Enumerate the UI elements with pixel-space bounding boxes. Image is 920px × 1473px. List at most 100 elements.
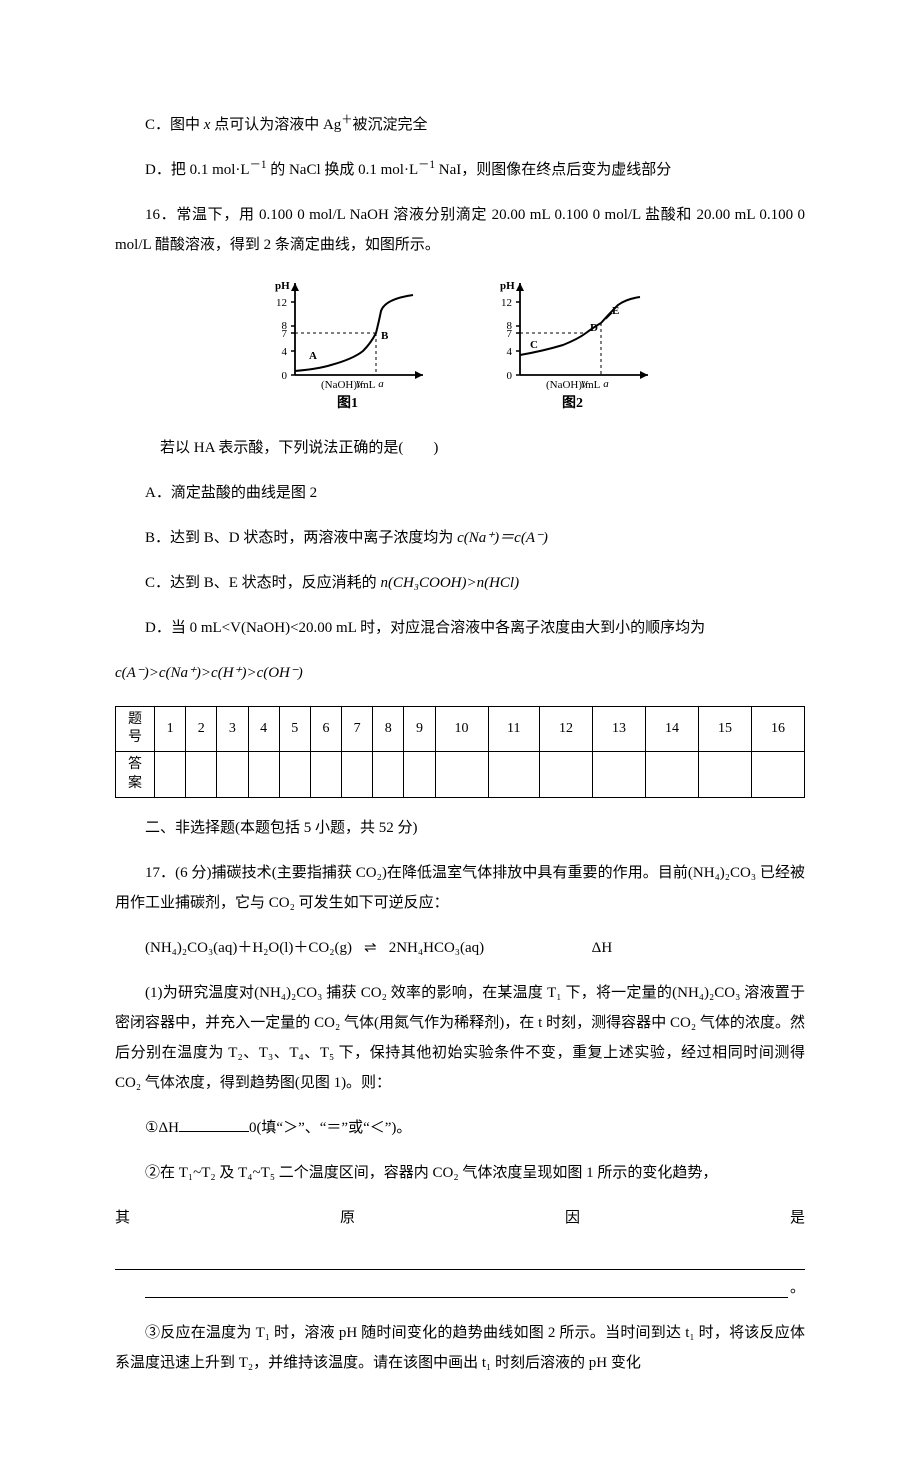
- cell: [488, 752, 539, 797]
- cell: [155, 752, 186, 797]
- blank-line: [115, 1248, 805, 1270]
- q17-sub3: ③反应在温度为 T₁ 时，溶液 pH 随时间变化的趋势曲线如图 2 所示。当时间…: [115, 1318, 805, 1378]
- figure-2: 0 4 7 8 12 a C D E: [488, 275, 658, 418]
- text: 二、非选择题(本题包括 5 小题，共 52 分): [145, 820, 418, 836]
- option-c: C．图中 x 点可认为溶液中 Ag＋被沉淀完全: [115, 110, 805, 140]
- blank-line: [145, 1276, 788, 1298]
- cell: 7: [342, 707, 373, 752]
- q16-d2: c(A⁻)>c(Na⁺)>c(H⁺)>c(OH⁻): [115, 658, 805, 688]
- text: 被沉淀完全: [353, 117, 428, 133]
- text: D．把 0.1 mol·L: [145, 162, 250, 178]
- q17-sub1: ①ΔH 0(填“＞”、“＝”或“＜”)。: [115, 1113, 805, 1143]
- text: 其: [115, 1210, 233, 1226]
- text: D．当 0 mL<V(NaOH)<20.00 mL 时，对应混合溶液中各离子浓度…: [145, 620, 705, 636]
- cell: 8: [373, 707, 404, 752]
- superscript: －1: [418, 159, 435, 171]
- table-row: 答案: [116, 752, 805, 797]
- cell: [592, 752, 645, 797]
- figure-1-caption: 图1: [337, 390, 358, 418]
- text: 若以 HA 表示酸，下列说法正确的是( ): [160, 440, 438, 456]
- svg-text:12: 12: [276, 297, 287, 309]
- q17-sub2-line2: 其 原 因 是: [115, 1203, 805, 1233]
- cell: 1: [155, 707, 186, 752]
- cell: [342, 752, 373, 797]
- svg-text:8: 8: [281, 320, 287, 332]
- cell: [310, 752, 341, 797]
- svg-text:pH: pH: [275, 280, 290, 292]
- formula: c(A⁻)>c(Na⁺)>c(H⁺)>c(OH⁻): [115, 665, 303, 681]
- cell: [435, 752, 488, 797]
- cell: [373, 752, 404, 797]
- cell: 12: [539, 707, 592, 752]
- row-label: 题号: [116, 707, 155, 752]
- q17-sub2-line1: ②在 T₁~T₂ 及 T₄~T₅ 二个温度区间，容器内 CO₂ 气体浓度呈现如图…: [115, 1158, 805, 1188]
- q17-stem: 17．(6 分)捕碳技术(主要指捕获 CO₂)在降低温室气体排放中具有重要的作用…: [115, 858, 805, 918]
- text: NaI，则图像在终点后变为虚线部分: [439, 162, 672, 178]
- cell: 13: [592, 707, 645, 752]
- formula: c(Na⁺)＝c(A⁻): [457, 530, 548, 546]
- figure-2-caption: 图2: [562, 390, 583, 418]
- text: B．达到 B、D 状态时，两溶液中离子浓度均为: [145, 530, 457, 546]
- text: C．达到 B、E 状态时，反应消耗的: [145, 575, 380, 591]
- cell: 9: [404, 707, 435, 752]
- chart-2-svg: 0 4 7 8 12 a C D E: [488, 275, 658, 390]
- q17-p1: (1)为研究温度对(NH₄)₂CO₃ 捕获 CO₂ 效率的影响，在某温度 T₁ …: [115, 978, 805, 1098]
- svg-text:12: 12: [501, 297, 512, 309]
- svg-text:0: 0: [506, 370, 512, 382]
- q17-equation: (NH₄)₂CO₃(aq)＋H₂O(l)＋CO₂(g) ⇌ 2NH₄HCO₃(a…: [115, 933, 805, 963]
- cell: 16: [751, 707, 804, 752]
- text: 0(填“＞”、“＝”或“＜”)。: [249, 1120, 411, 1136]
- text: (1)为研究温度对(NH₄)₂CO₃ 捕获 CO₂ 效率的影响，在某温度 T₁ …: [115, 985, 805, 1091]
- section-2-title: 二、非选择题(本题包括 5 小题，共 52 分): [115, 813, 805, 843]
- option-d: D．把 0.1 mol·L－1 的 NaCl 换成 0.1 mol·L－1 Na…: [115, 155, 805, 185]
- italic-x: x: [204, 117, 211, 133]
- svg-text:4: 4: [506, 346, 512, 358]
- text: C．图中: [145, 117, 200, 133]
- cell: [645, 752, 698, 797]
- q16-a: A．滴定盐酸的曲线是图 2: [115, 478, 805, 508]
- cell: 10: [435, 707, 488, 752]
- text: 是: [790, 1210, 805, 1226]
- q16-stem: 16．常温下，用 0.100 0 mol/L NaOH 溶液分别滴定 20.00…: [115, 200, 805, 260]
- svg-text:D: D: [590, 322, 598, 334]
- table-row: 题号 1 2 3 4 5 6 7 8 9 10 11 12 13 14 15 1…: [116, 707, 805, 752]
- cell: [539, 752, 592, 797]
- cell: [186, 752, 217, 797]
- svg-text:4: 4: [281, 346, 287, 358]
- blank: [179, 1131, 249, 1132]
- cell: 6: [310, 707, 341, 752]
- text: ③反应在温度为 T₁ 时，溶液 pH 随时间变化的趋势曲线如图 2 所示。当时间…: [115, 1325, 805, 1371]
- cell: [751, 752, 804, 797]
- answer-table: 题号 1 2 3 4 5 6 7 8 9 10 11 12 13 14 15 1…: [115, 706, 805, 798]
- cell: [279, 752, 310, 797]
- text: 原: [340, 1210, 458, 1226]
- eq-left: (NH₄)₂CO₃(aq)＋H₂O(l)＋CO₂(g): [145, 940, 352, 956]
- svg-text:pH: pH: [500, 280, 515, 292]
- superscript: －1: [250, 159, 267, 171]
- svg-text:0: 0: [281, 370, 287, 382]
- svg-text:A: A: [309, 350, 317, 362]
- q16-d1: D．当 0 mL<V(NaOH)<20.00 mL 时，对应混合溶液中各离子浓度…: [115, 613, 805, 643]
- chart-1-svg: 0 4 7 8 12 a A B pH: [263, 275, 433, 390]
- cell: [698, 752, 751, 797]
- text: 点可认为溶液中 Ag: [214, 117, 341, 133]
- cell: 14: [645, 707, 698, 752]
- text: 16．常温下，用 0.100 0 mol/L NaOH 溶液分别滴定 20.00…: [115, 207, 805, 253]
- svg-text:(NaOH)/mL: (NaOH)/mL: [321, 379, 376, 390]
- cell: 5: [279, 707, 310, 752]
- blank-line-row: 。: [115, 1273, 805, 1303]
- svg-text:E: E: [612, 305, 619, 317]
- cell: [217, 752, 248, 797]
- figure-1: 0 4 7 8 12 a A B pH: [263, 275, 433, 418]
- formula: n(CH₃COOH)>n(HCl): [380, 575, 519, 591]
- text: 因: [565, 1210, 683, 1226]
- svg-text:C: C: [530, 339, 538, 351]
- q16-ha-line: 若以 HA 表示酸，下列说法正确的是( ): [130, 433, 805, 463]
- cell: [404, 752, 435, 797]
- text: ①ΔH: [145, 1120, 179, 1136]
- figures-row: 0 4 7 8 12 a A B pH: [115, 275, 805, 418]
- period: 。: [788, 1273, 805, 1303]
- svg-text:8: 8: [506, 320, 512, 332]
- text: ②在 T₁~T₂ 及 T₄~T₅ 二个温度区间，容器内 CO₂ 气体浓度呈现如图…: [145, 1165, 717, 1181]
- page: C．图中 x 点可认为溶液中 Ag＋被沉淀完全 D．把 0.1 mol·L－1 …: [0, 0, 920, 1473]
